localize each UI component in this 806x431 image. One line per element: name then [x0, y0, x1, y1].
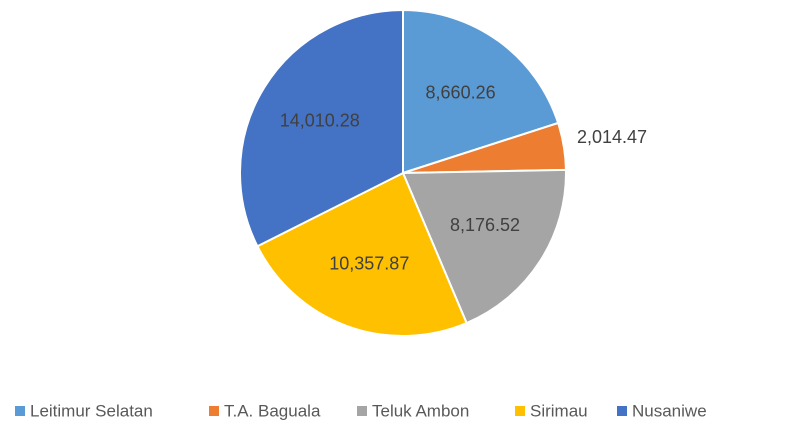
pie-slice — [401, 168, 567, 325]
legend-text: Leitimur Selatan — [30, 401, 153, 420]
legend-text: T.A. Baguala — [224, 401, 321, 420]
legend-swatch — [357, 406, 367, 416]
legend-swatch — [515, 406, 525, 416]
data-label: 8,176.52 — [450, 215, 520, 235]
pie-slice — [402, 8, 560, 175]
legend-swatch — [209, 406, 219, 416]
legend-swatch — [15, 406, 25, 416]
legend-text: Teluk Ambon — [372, 401, 469, 420]
data-label: 2,014.47 — [577, 127, 647, 147]
data-label: 10,357.87 — [329, 254, 409, 274]
data-label: 14,010.28 — [280, 110, 360, 130]
legend-text: Sirimau — [530, 401, 588, 420]
data-label: 8,660.26 — [426, 83, 496, 103]
pie-slice — [239, 8, 404, 248]
pie-slice — [256, 171, 468, 337]
legend-swatch — [617, 406, 627, 416]
legend-text: Nusaniwe — [632, 401, 707, 420]
